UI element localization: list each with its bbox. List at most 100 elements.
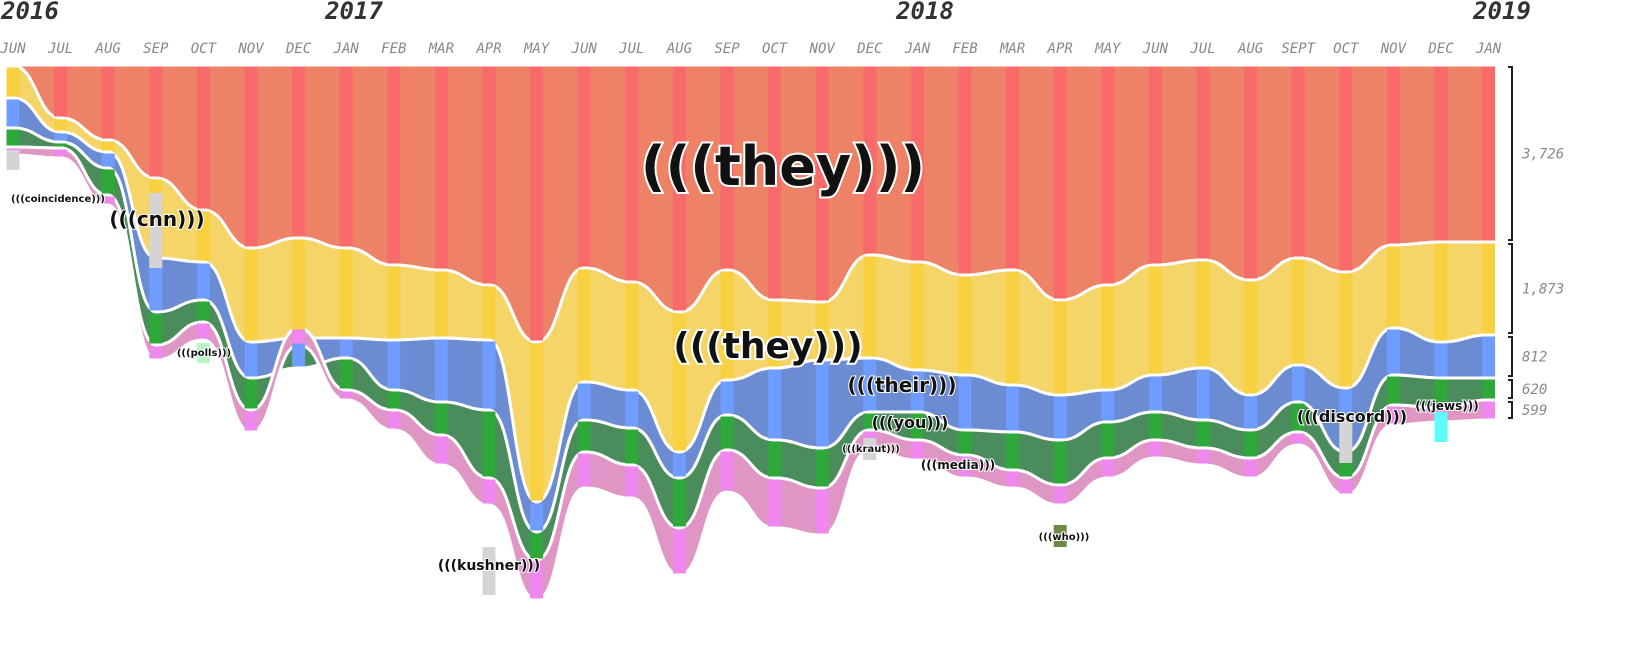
term-bar-3 <box>482 547 496 595</box>
bar-pink-10 <box>482 479 496 504</box>
bar-blue-25 <box>1196 369 1210 419</box>
month-tick-5: NOV <box>237 41 265 57</box>
bar-yellow-10 <box>482 286 496 339</box>
bar-blue-31 <box>1482 336 1496 377</box>
month-tick-23: MAY <box>1094 41 1122 57</box>
month-tick-8: FEB <box>381 41 406 57</box>
bar-green-9 <box>434 403 448 434</box>
bar-red-21 <box>1006 66 1020 269</box>
bar-blue-13 <box>625 391 639 427</box>
band-label-green: (((you))) <box>872 413 949 432</box>
bar-yellow-24 <box>1148 266 1162 374</box>
term-label-2: (((polls))) <box>177 348 231 359</box>
bar-yellow-18 <box>863 256 877 357</box>
bar-yellow-20 <box>958 276 972 374</box>
bar-pink-4 <box>196 323 210 339</box>
bar-yellow-26 <box>1244 281 1258 394</box>
bar-pink-27 <box>1291 433 1305 444</box>
bar-green-3 <box>149 313 163 344</box>
bar-green-21 <box>1006 433 1020 469</box>
bar-yellow-13 <box>625 283 639 389</box>
bands-layer <box>11 63 1491 602</box>
bar-green-30 <box>1434 379 1448 407</box>
bar-pink-19 <box>910 441 924 459</box>
bar-yellow-12 <box>577 269 591 381</box>
term-bar-2 <box>196 343 210 363</box>
bar-yellow-30 <box>1434 243 1448 341</box>
bar-pink-31 <box>1482 401 1496 419</box>
total-bracket-0 <box>1508 66 1513 241</box>
month-tick-16: OCT <box>762 41 789 57</box>
bar-pink-15 <box>720 451 734 491</box>
term-label-7: (((jews))) <box>1415 399 1478 413</box>
month-tick-20: FEB <box>952 41 977 57</box>
bar-yellow-17 <box>815 303 829 359</box>
bar-red-9 <box>434 66 448 269</box>
bar-blue-9 <box>434 339 448 401</box>
bar-blue-20 <box>958 376 972 429</box>
bar-green-19 <box>910 413 924 439</box>
bar-red-18 <box>863 66 877 254</box>
bar-pink-26 <box>1244 459 1258 477</box>
month-tick-7: JAN <box>333 41 360 57</box>
band-label-yellow: (((they))) <box>673 326 862 367</box>
month-tick-30: DEC <box>1427 41 1454 57</box>
total-bracket-1 <box>1508 243 1513 334</box>
bar-pink-3 <box>149 346 163 359</box>
bar-red-22 <box>1053 66 1067 299</box>
term-label-5: (((who))) <box>1039 532 1090 543</box>
bar-yellow-25 <box>1196 261 1210 367</box>
bar-yellow-22 <box>1053 301 1067 394</box>
month-tick-2: AUG <box>95 41 122 57</box>
bar-green-22 <box>1053 441 1067 484</box>
bar-yellow-31 <box>1482 243 1496 334</box>
month-tick-27: SEPT <box>1281 41 1316 57</box>
bar-pink-25 <box>1196 449 1210 464</box>
month-tick-12: JUN <box>571 41 598 57</box>
bar-pink-8 <box>387 411 401 429</box>
bar-yellow-0 <box>6 67 20 97</box>
bar-pink-12 <box>577 453 591 487</box>
bar-blue-4 <box>196 263 210 299</box>
totals-axis: 3,726 1,873 812 620 599 <box>1508 66 1564 419</box>
bar-blue-17 <box>815 361 829 447</box>
bar-blue-21 <box>1006 386 1020 431</box>
bar-blue-11 <box>530 503 544 531</box>
bar-blue-22 <box>1053 396 1067 439</box>
bar-green-8 <box>387 391 401 409</box>
year-label-2019: 2019 <box>1472 0 1531 25</box>
month-tick-17: NOV <box>809 41 837 57</box>
bar-blue-12 <box>577 383 591 419</box>
month-tick-26: AUG <box>1237 41 1264 57</box>
bar-yellow-6 <box>292 239 306 337</box>
band-label-blue: (((their))) <box>848 373 957 397</box>
bar-blue-2 <box>101 153 115 167</box>
bar-pink-11 <box>530 561 544 599</box>
bar-blue-29 <box>1386 329 1400 374</box>
bar-red-13 <box>625 66 639 281</box>
bar-pink-6 <box>292 329 306 344</box>
month-bars-layer <box>6 66 1496 599</box>
bar-red-15 <box>720 66 734 269</box>
bar-green-17 <box>815 449 829 487</box>
bar-pink-29 <box>1386 406 1400 424</box>
term-bar-5 <box>1053 525 1067 547</box>
bar-red-17 <box>815 66 829 301</box>
bar-pink-17 <box>815 489 829 534</box>
bar-blue-3 <box>149 259 163 311</box>
bar-pink-5 <box>244 411 258 431</box>
bar-pink-22 <box>1053 486 1067 504</box>
bar-red-1 <box>54 66 68 117</box>
bar-red-23 <box>1101 66 1115 284</box>
bar-green-31 <box>1482 379 1496 399</box>
total-value-3: 620 <box>1522 382 1547 398</box>
bar-red-24 <box>1148 66 1162 264</box>
term-bar-6 <box>1339 415 1353 463</box>
bar-green-23 <box>1101 423 1115 457</box>
bar-red-25 <box>1196 66 1210 259</box>
bar-blue-1 <box>54 133 68 141</box>
bar-blue-5 <box>244 343 258 377</box>
bar-pink-16 <box>768 479 782 527</box>
month-tick-25: JUL <box>1189 41 1215 57</box>
total-bracket-4 <box>1508 401 1513 419</box>
